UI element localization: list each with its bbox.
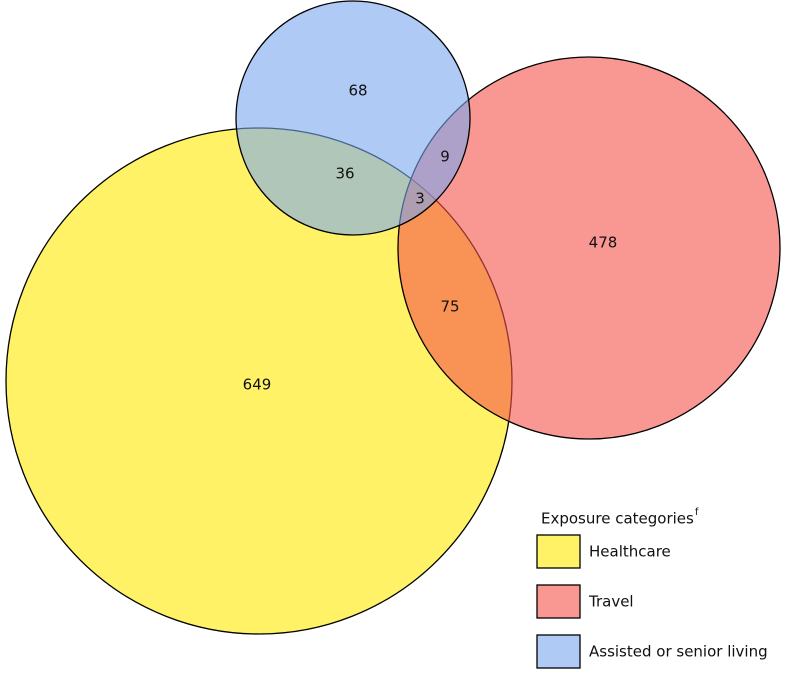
region-count: 68	[348, 82, 367, 100]
region-labels: 649 478 68 36 9 75 3	[243, 82, 618, 394]
region-count: 9	[440, 148, 450, 166]
region-count: 36	[335, 165, 354, 183]
legend-label: Travel	[588, 593, 634, 611]
legend: Exposure categories f Healthcare Travel As…	[536, 507, 768, 669]
region-count: 649	[243, 376, 272, 394]
circles	[5, 0, 781, 635]
set-circle	[235, 0, 471, 236]
legend-title: Exposure categories	[541, 510, 694, 528]
legend-label: Healthcare	[589, 543, 671, 561]
legend-swatch	[536, 634, 581, 669]
legend-swatch	[536, 534, 581, 569]
set-circle	[397, 56, 781, 440]
region-count: 478	[589, 234, 618, 252]
region-count: 3	[415, 190, 425, 208]
legend-title-superscript: f	[695, 507, 699, 518]
region-count: 75	[440, 298, 459, 316]
legend-swatch	[536, 584, 581, 619]
legend-label: Assisted or senior living	[589, 643, 768, 661]
